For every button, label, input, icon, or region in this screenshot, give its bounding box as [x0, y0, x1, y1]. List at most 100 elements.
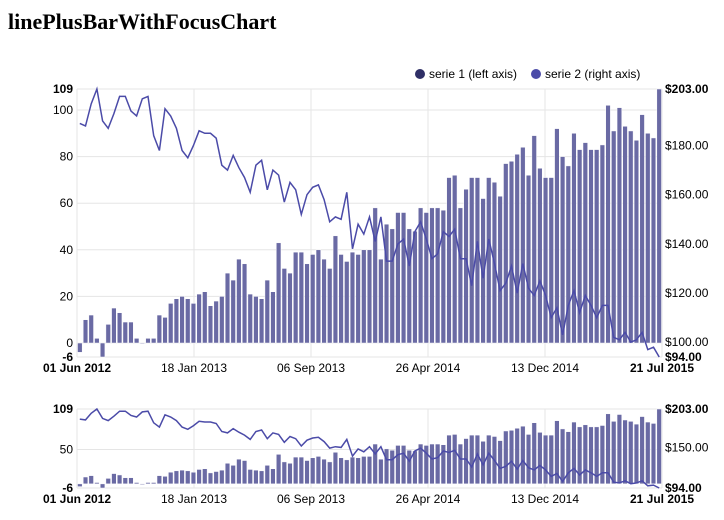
- focus-bar: [400, 445, 407, 485]
- focus-bar: [185, 470, 191, 485]
- main-bar: [622, 126, 628, 344]
- main-bar: [616, 107, 622, 344]
- focus-bar: [554, 420, 560, 485]
- main-left-tick-label: 60: [60, 196, 74, 210]
- main-bar: [270, 291, 276, 344]
- main-bar: [298, 251, 304, 344]
- main-line-serie-2: [79, 86, 660, 358]
- main-bar: [503, 163, 509, 344]
- focus-bar: [633, 423, 640, 485]
- focus-bar: [258, 470, 265, 485]
- focus-bar: [236, 458, 242, 485]
- focus-bar: [310, 457, 316, 485]
- legend-label-serie-1: serie 1 (left axis): [429, 67, 517, 81]
- main-left-tick-label: 20: [60, 289, 74, 303]
- main-bar: [258, 298, 265, 344]
- focus-bar: [537, 432, 543, 485]
- focus-bar: [531, 422, 537, 485]
- main-bar: [452, 174, 458, 344]
- focus-x-tick-label: 18 Jan 2013: [161, 492, 227, 506]
- focus-bar: [560, 428, 566, 485]
- focus-line-serie-2: [79, 407, 660, 489]
- main-bar: [321, 258, 327, 344]
- focus-right-tick-label: $150.00: [665, 440, 709, 454]
- focus-bar: [361, 456, 367, 485]
- focus-left-axis: -6 50 109: [53, 402, 73, 495]
- focus-left-tick-label: 109: [53, 402, 73, 416]
- legend-label-serie-2: serie 2 (right axis): [545, 67, 640, 81]
- main-bar: [77, 342, 83, 353]
- main-bar: [230, 279, 236, 344]
- main-bar: [88, 314, 94, 344]
- focus-bar: [327, 461, 333, 485]
- focus-bar: [355, 457, 361, 485]
- focus-bar: [446, 434, 452, 485]
- main-bar: [122, 321, 128, 344]
- focus-bar: [452, 434, 458, 485]
- main-x-tick-label: 01 Jun 2012: [43, 361, 111, 375]
- legend-item-serie-2[interactable]: serie 2 (right axis): [531, 67, 640, 81]
- main-bar: [571, 133, 577, 344]
- chart-legend[interactable]: serie 1 (left axis) serie 2 (right axis): [415, 67, 640, 81]
- focus-bar: [219, 469, 225, 485]
- focus-bar: [287, 463, 293, 485]
- focus-bar: [571, 421, 577, 485]
- focus-bar: [611, 421, 617, 485]
- main-left-tick-label: 80: [60, 150, 74, 164]
- focus-bar: [281, 461, 287, 485]
- focus-bar: [247, 469, 253, 485]
- main-bar: [293, 251, 299, 344]
- focus-bar: [105, 478, 111, 485]
- main-bar: [525, 174, 532, 344]
- focus-chart[interactable]: 01 Jun 2012 18 Jan 2013 06 Sep 2013 26 Apr …: [43, 402, 709, 506]
- main-bar: [611, 130, 617, 344]
- focus-bar: [469, 434, 475, 485]
- main-bar: [582, 142, 588, 344]
- main-bar: [202, 291, 208, 344]
- focus-bar: [406, 449, 412, 485]
- focus-bar: [94, 482, 100, 485]
- focus-bar: [383, 448, 390, 485]
- focus-x-tick-label: 21 Jul 2015: [630, 492, 694, 506]
- main-bar: [253, 296, 259, 344]
- focus-bar: [656, 408, 662, 485]
- main-right-axis: $94.00$100.00 $120.00 $140.00 $160.00 $180.0…: [665, 82, 709, 364]
- focus-bar: [599, 425, 605, 485]
- main-bar: [548, 177, 554, 344]
- focus-bar: [122, 477, 128, 485]
- focus-bar: [508, 430, 515, 485]
- focus-bar: [315, 456, 321, 485]
- focus-bar: [270, 468, 276, 485]
- focus-bar: [276, 454, 282, 485]
- main-bar: [372, 207, 378, 344]
- main-bar: [480, 198, 486, 344]
- focus-left-tick-label: 50: [60, 443, 74, 457]
- main-left-axis: -60 20 40 60 80 100 109: [53, 82, 73, 364]
- focus-x-axis: 01 Jun 2012 18 Jan 2013 06 Sep 2013 26 Apr …: [43, 492, 694, 506]
- main-bar: [645, 133, 651, 344]
- focus-bar: [224, 463, 231, 485]
- main-bar: [406, 228, 412, 344]
- main-bar: [338, 254, 344, 344]
- focus-bar: [457, 443, 463, 485]
- focus-bar: [650, 423, 657, 485]
- main-bar: [599, 144, 605, 344]
- main-x-tick-label: 26 Apr 2014: [396, 361, 461, 375]
- main-bar: [514, 154, 520, 344]
- main-bar: [99, 342, 106, 358]
- focus-bar: [366, 456, 373, 485]
- focus-bar: [440, 444, 446, 485]
- focus-bar: [412, 450, 418, 485]
- focus-bar: [525, 434, 532, 485]
- main-bar: [650, 137, 657, 344]
- legend-item-serie-1[interactable]: serie 1 (left axis): [415, 67, 517, 81]
- main-left-tick-label: 100: [53, 103, 73, 117]
- focus-bar: [423, 445, 429, 485]
- focus-bar: [190, 471, 197, 485]
- main-bar: [349, 251, 356, 344]
- focus-bar: [645, 421, 651, 485]
- main-bar: [281, 268, 287, 344]
- focus-bar: [82, 476, 89, 485]
- focus-bar: [213, 471, 219, 485]
- main-bar: [577, 149, 583, 344]
